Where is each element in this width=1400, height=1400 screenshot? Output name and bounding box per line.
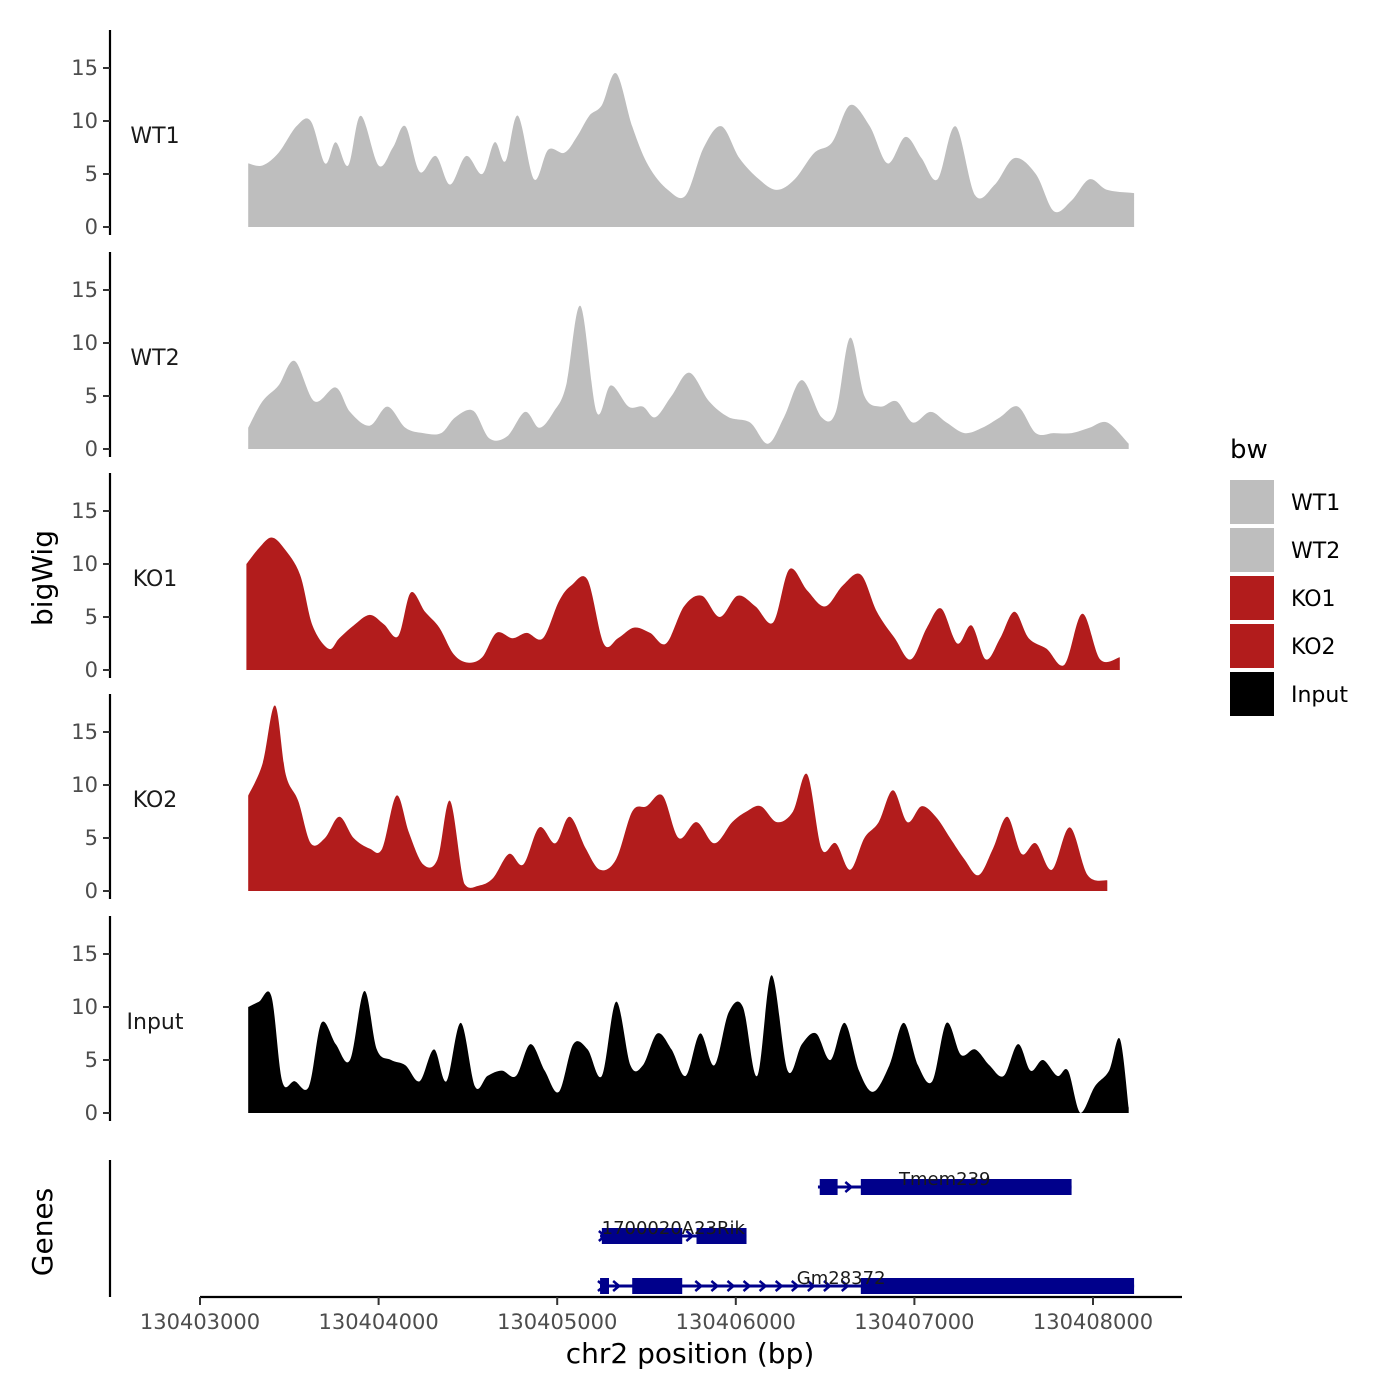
- track-label: KO1: [133, 567, 178, 592]
- gene-exon: [696, 1228, 747, 1244]
- area-wt1: [248, 73, 1135, 227]
- track-label: WT1: [130, 124, 179, 149]
- strand-arrow: [823, 1280, 832, 1292]
- legend-swatch-input: [1230, 672, 1274, 716]
- x-axis: 130403000 130404000 130405000 130406000 1304…: [140, 1295, 1182, 1334]
- x-tick-label: 130404000: [318, 1310, 438, 1334]
- strand-arrow: [758, 1280, 768, 1292]
- gene-label: Gm28372: [797, 1268, 886, 1289]
- strand-arrow: [694, 1280, 704, 1292]
- y-tick-label: 5: [85, 826, 98, 850]
- y-tick-label: 15: [71, 720, 98, 744]
- y-tick-label: 0: [85, 658, 98, 682]
- gene-tmem239: Tmem239: [817, 1169, 1072, 1195]
- y-tick-label: 0: [85, 215, 98, 239]
- track-ko2: 0 5 10 15 KO2: [71, 694, 1108, 903]
- track-label: Input: [127, 1010, 184, 1035]
- y-tick-label: 5: [85, 1048, 98, 1072]
- x-tick-label: 130405000: [497, 1310, 617, 1334]
- strand-arrow: [774, 1280, 784, 1292]
- legend-swatch-wt1: [1230, 480, 1274, 524]
- legend-swatch-wt2: [1230, 528, 1274, 572]
- x-tick-label: 130403000: [140, 1310, 260, 1334]
- y-tick-label: 10: [71, 773, 98, 797]
- track-wt2: 0 5 10 15 WT2: [71, 252, 1129, 461]
- legend: bw WT1 WT2 KO1 KO2 Input: [1230, 435, 1348, 716]
- legend-label: KO2: [1291, 635, 1336, 660]
- track-ko1: 0 5 10 15 KO1: [71, 473, 1120, 682]
- y-tick-label: 15: [71, 499, 98, 523]
- y-axis-title: bigWig: [26, 530, 59, 626]
- legend-swatch-ko1: [1230, 576, 1274, 620]
- strand-arrow: [807, 1280, 816, 1292]
- y-tick-label: 15: [71, 278, 98, 302]
- area-ko1: [246, 537, 1120, 670]
- track-input: 0 5 10 15 Input: [71, 916, 1129, 1125]
- x-tick-label: 130406000: [676, 1310, 796, 1334]
- strand-arrow: [726, 1280, 736, 1292]
- y-tick-label: 10: [71, 552, 98, 576]
- x-tick-label: 130407000: [854, 1310, 974, 1334]
- bigwig-tracks: 0 5 10 15 WT1 0 5 10 15 WT2 0 5 10 15 KO1 0 5 10 15 KO2 0 5 10…: [71, 30, 1135, 1125]
- genes-axis-title: Genes: [26, 1188, 59, 1276]
- y-tick-label: 15: [71, 56, 98, 80]
- legend-label: WT1: [1291, 491, 1340, 516]
- track-label: WT2: [130, 346, 179, 371]
- gene-label: 1700020A23Rik: [602, 1218, 746, 1239]
- legend-swatch-ko2: [1230, 624, 1274, 668]
- area-input: [248, 975, 1129, 1113]
- gene-exon: [860, 1278, 1135, 1294]
- strand-arrow: [710, 1280, 720, 1292]
- strand-arrow: [685, 1230, 695, 1242]
- legend-title: bw: [1230, 435, 1268, 465]
- strand-arrow: [742, 1280, 752, 1292]
- y-tick-label: 5: [85, 605, 98, 629]
- gene-1700020a23rik: 1700020A23Rik: [598, 1218, 747, 1244]
- y-tick-label: 5: [85, 162, 98, 186]
- strand-arrow: [598, 1230, 607, 1242]
- track-wt1: 0 5 10 15 WT1: [71, 30, 1135, 239]
- y-tick-label: 0: [85, 879, 98, 903]
- gene-track: Tmem239 1700020A23Rik Gm28372: [108, 1160, 1135, 1297]
- y-tick-label: 10: [71, 109, 98, 133]
- gene-exon: [601, 1228, 683, 1244]
- gene-gm28372: Gm28372: [597, 1268, 1135, 1294]
- gene-exon: [632, 1278, 683, 1294]
- legend-label: Input: [1291, 683, 1348, 708]
- x-axis-title: chr2 position (bp): [566, 1337, 815, 1370]
- legend-label: WT2: [1291, 539, 1340, 564]
- strand-arrow: [597, 1280, 606, 1292]
- y-tick-label: 10: [71, 995, 98, 1019]
- strand-arrow: [790, 1280, 800, 1292]
- y-tick-label: 5: [85, 384, 98, 408]
- strand-arrow: [844, 1181, 854, 1193]
- gene-label: Tmem239: [898, 1169, 991, 1190]
- area-wt2: [248, 305, 1129, 449]
- y-tick-label: 15: [71, 942, 98, 966]
- y-tick-label: 0: [85, 1101, 98, 1125]
- y-tick-label: 10: [71, 331, 98, 355]
- legend-label: KO1: [1291, 587, 1336, 612]
- area-ko2: [248, 705, 1108, 891]
- strand-arrow: [612, 1280, 622, 1292]
- y-tick-label: 0: [85, 437, 98, 461]
- strand-arrow: [840, 1280, 850, 1292]
- strand-arrow: [821, 1181, 831, 1193]
- gene-exon: [860, 1179, 1072, 1195]
- x-tick-label: 130408000: [1033, 1310, 1153, 1334]
- track-label: KO2: [133, 788, 178, 813]
